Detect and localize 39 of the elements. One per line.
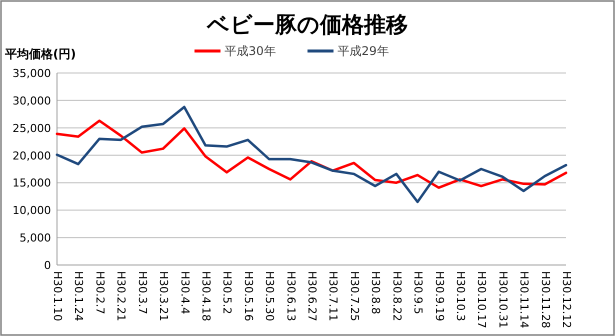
x-tick-label: H30.8.22 (390, 271, 404, 322)
y-tick-label: 25,000 (12, 122, 51, 135)
x-tick-label: H30.10.31 (496, 271, 510, 328)
x-tick-label: H30.6.27 (305, 271, 318, 322)
x-tick-label: H30.1.24 (72, 271, 86, 322)
legend-label: 平成30年 (224, 44, 276, 58)
x-tick-label: H30.2.21 (114, 271, 128, 322)
y-axis-title: 平均価格(円) (4, 47, 76, 61)
x-tick-label: H30.9.19 (432, 271, 446, 322)
x-tick-label: H30.11.14 (518, 271, 531, 328)
y-tick-label: 5,000 (20, 232, 51, 245)
x-tick-label: H30.5.2 (220, 271, 234, 314)
x-tick-label: H30.9.5 (412, 271, 425, 314)
y-tick-label: 30,000 (12, 94, 51, 108)
y-tick-label: 35,000 (12, 67, 51, 80)
x-tick-label: H30.8.8 (369, 271, 382, 314)
x-tick-label: H30.12.12 (560, 271, 573, 328)
x-tick-label: H30.11.28 (538, 271, 552, 328)
x-tick-label: H30.6.13 (284, 271, 298, 322)
y-tick-label: 0 (44, 259, 51, 272)
x-tick-label: H30.1.10 (50, 271, 64, 322)
x-tick-label: H30.5.16 (242, 271, 255, 322)
x-tick-label: H30.2.7 (93, 271, 106, 314)
x-tick-label: H30.4.4 (178, 271, 192, 314)
legend-label: 平成29年 (338, 44, 389, 58)
chart-title: ベビー豚の価格推移 (206, 13, 408, 38)
x-tick-label: H30.7.25 (348, 271, 361, 322)
line-series (56, 106, 568, 204)
y-tick-label: 20,000 (12, 149, 51, 162)
x-tick-label: H30.10.3 (454, 271, 467, 322)
x-tick-label: H30.5.30 (263, 271, 276, 322)
x-tick-label: H30.4.18 (199, 271, 212, 322)
y-tick-label: 10,000 (12, 204, 51, 218)
x-tick-label: H30.10.17 (475, 271, 488, 328)
x-tick-label: H30.3.7 (136, 271, 149, 314)
line-series (56, 119, 568, 189)
x-tick-label: H30.3.21 (157, 271, 170, 322)
y-tick-label: 15,000 (12, 176, 51, 190)
x-tick-label: H30.7.11 (326, 271, 340, 322)
